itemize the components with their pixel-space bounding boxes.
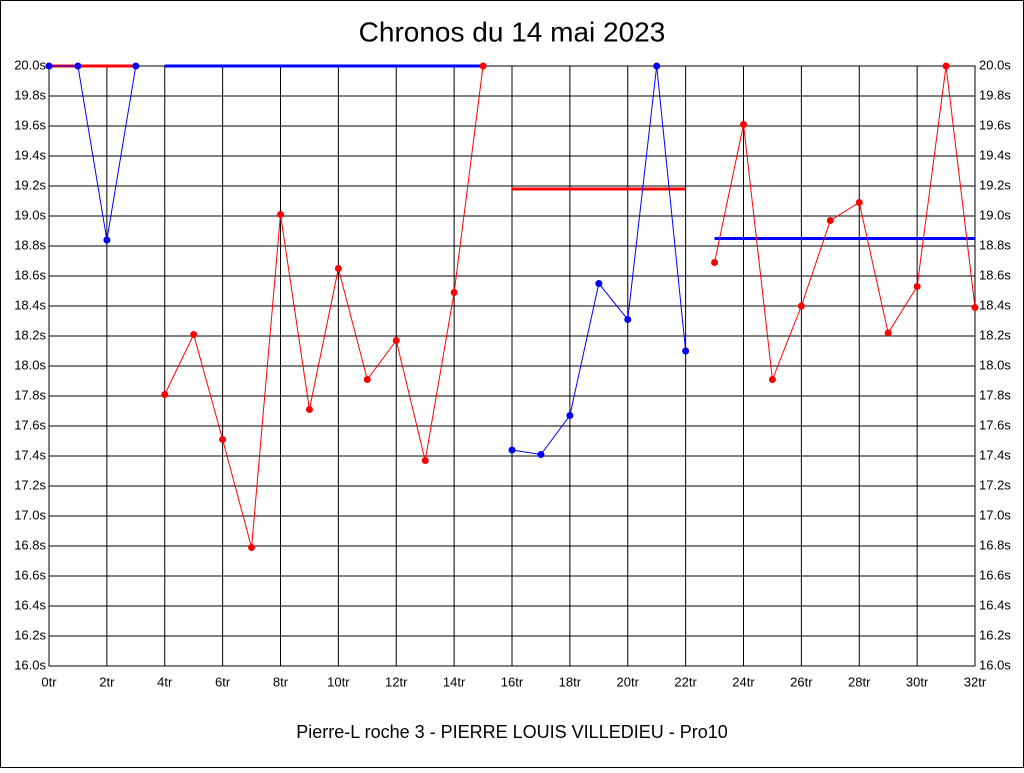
series-line [164, 65, 484, 548]
series-line [49, 65, 137, 241]
data-point [277, 211, 284, 218]
data-point [740, 121, 747, 128]
x-tick-label: 18tr [559, 674, 582, 689]
chart-subtitle: Pierre-L roche 3 - PIERRE LOUIS VILLEDIE… [296, 722, 728, 742]
y-tick-label: 16.0s [14, 657, 46, 672]
y2-tick-label: 16.6s [979, 567, 1011, 582]
y2-tick-label: 17.4s [979, 447, 1011, 462]
y-tick-label: 17.0s [14, 507, 46, 522]
y-tick-label: 18.2s [14, 327, 46, 342]
y2-tick-label: 19.4s [979, 147, 1011, 162]
data-point [942, 62, 950, 70]
y2-tick-label: 17.2s [979, 477, 1011, 492]
x-tick-label: 0tr [41, 674, 57, 689]
y2-tick-label: 16.4s [979, 597, 1011, 612]
y-tick-label: 19.2s [14, 177, 46, 192]
x-tick-label: 22tr [674, 674, 697, 689]
data-point [219, 436, 227, 443]
data-point [682, 347, 690, 355]
data-point [913, 283, 921, 290]
y-tick-label: 18.6s [14, 267, 46, 282]
y-tick-label: 17.6s [14, 417, 46, 432]
x-tick-label: 24tr [732, 674, 755, 689]
y-tick-label: 19.4s [14, 147, 46, 162]
y-tick-label: 19.8s [14, 87, 46, 102]
data-point [566, 412, 574, 419]
data-point [653, 62, 661, 70]
x-tick-label: 4tr [157, 674, 173, 689]
x-tick-label: 20tr [617, 674, 640, 689]
y2-tick-label: 18.2s [979, 327, 1011, 342]
y2-tick-label: 19.0s [979, 207, 1011, 222]
x-tick-label: 8tr [273, 674, 289, 689]
data-point [797, 302, 805, 310]
y-tick-label: 18.8s [14, 237, 46, 252]
x-tick-label: 10tr [327, 674, 350, 689]
y2-tick-label: 20.0s [979, 57, 1011, 72]
y-tick-label: 17.2s [14, 477, 46, 492]
data-point [248, 544, 256, 551]
y2-tick-label: 18.0s [979, 357, 1011, 372]
y-tick-label: 16.8s [14, 537, 46, 552]
y2-tick-label: 17.8s [979, 387, 1011, 402]
series-line [714, 65, 976, 380]
y2-tick-label: 18.8s [979, 237, 1011, 252]
data-point [624, 316, 632, 323]
x-tick-label: 6tr [215, 674, 231, 689]
y-tick-label: 20.0s [14, 57, 46, 72]
data-point [508, 446, 516, 454]
y-tick-label: 19.0s [14, 207, 46, 222]
y2-tick-label: 19.6s [979, 117, 1011, 132]
data-point [971, 304, 979, 311]
y-tick-label: 16.4s [14, 597, 46, 612]
y-tick-label: 16.2s [14, 627, 46, 642]
x-tick-label: 2tr [99, 674, 115, 689]
x-tick-label: 30tr [906, 674, 929, 689]
data-point [392, 337, 400, 344]
y2-tick-label: 18.4s [979, 297, 1011, 312]
data-point [479, 62, 487, 70]
y2-tick-label: 16.0s [979, 657, 1011, 672]
y-tick-label: 17.4s [14, 447, 46, 462]
data-point [884, 329, 892, 337]
data-point [855, 199, 863, 206]
y2-tick-label: 17.6s [979, 417, 1011, 432]
data-point [768, 376, 776, 383]
y-tick-label: 16.6s [14, 567, 46, 582]
y2-tick-label: 18.6s [979, 267, 1011, 282]
data-point [826, 217, 834, 224]
y-tick-label: 17.8s [14, 387, 46, 402]
y2-tick-label: 16.2s [979, 627, 1011, 642]
x-tick-label: 12tr [385, 674, 408, 689]
y-tick-label: 19.6s [14, 117, 46, 132]
data-point [537, 451, 545, 458]
y2-tick-label: 16.8s [979, 537, 1011, 552]
x-tick-label: 14tr [443, 674, 466, 689]
data-point [363, 376, 371, 383]
y-tick-label: 18.0s [14, 357, 46, 372]
data-point [161, 391, 169, 398]
data-point [45, 62, 53, 70]
data-point [421, 457, 429, 464]
y-tick-label: 18.4s [14, 297, 46, 312]
chart-title: Chronos du 14 mai 2023 [359, 16, 666, 47]
y2-tick-label: 19.2s [979, 177, 1011, 192]
data-point [711, 259, 719, 266]
data-point [334, 265, 342, 272]
data-point [74, 62, 82, 70]
data-point [450, 289, 458, 296]
x-tick-label: 26tr [790, 674, 813, 689]
data-point [103, 236, 111, 244]
data-point [132, 62, 140, 70]
x-tick-label: 16tr [501, 674, 524, 689]
y2-tick-label: 19.8s [979, 87, 1011, 102]
data-point [305, 406, 313, 413]
x-tick-label: 28tr [848, 674, 871, 689]
data-point [595, 280, 603, 287]
y2-tick-label: 17.0s [979, 507, 1011, 522]
x-tick-label: 32tr [964, 674, 987, 689]
data-point [190, 331, 198, 338]
